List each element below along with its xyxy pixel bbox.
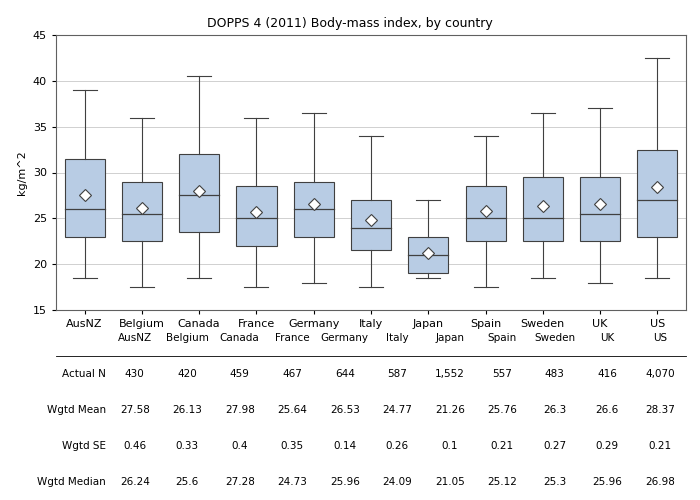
- Text: 25.6: 25.6: [176, 477, 199, 487]
- Text: France: France: [275, 333, 309, 343]
- Text: 25.12: 25.12: [487, 477, 517, 487]
- Bar: [351, 200, 391, 250]
- Text: 26.3: 26.3: [543, 405, 566, 415]
- Text: 25.3: 25.3: [543, 477, 566, 487]
- Bar: [179, 154, 219, 232]
- Bar: [523, 177, 563, 242]
- Text: 0.26: 0.26: [386, 441, 409, 451]
- Text: 27.98: 27.98: [225, 405, 255, 415]
- Text: 25.76: 25.76: [487, 405, 517, 415]
- Text: 0.33: 0.33: [176, 441, 199, 451]
- Text: 25.96: 25.96: [592, 477, 622, 487]
- Bar: [122, 182, 162, 242]
- Text: 26.24: 26.24: [120, 477, 150, 487]
- Text: 26.6: 26.6: [596, 405, 619, 415]
- Text: 0.35: 0.35: [281, 441, 304, 451]
- Text: 25.96: 25.96: [330, 477, 360, 487]
- Text: 0.29: 0.29: [596, 441, 619, 451]
- Bar: [294, 182, 334, 236]
- Bar: [408, 236, 448, 274]
- Text: 24.09: 24.09: [382, 477, 412, 487]
- Text: 644: 644: [335, 369, 355, 379]
- Text: 26.53: 26.53: [330, 405, 360, 415]
- Text: Belgium: Belgium: [166, 333, 209, 343]
- Text: Actual N: Actual N: [62, 369, 106, 379]
- Text: 27.28: 27.28: [225, 477, 255, 487]
- Text: Japan: Japan: [435, 333, 464, 343]
- Text: AusNZ: AusNZ: [118, 333, 152, 343]
- Text: 26.98: 26.98: [645, 477, 675, 487]
- Text: Canada: Canada: [220, 333, 260, 343]
- Text: 1,552: 1,552: [435, 369, 465, 379]
- Text: 0.14: 0.14: [333, 441, 356, 451]
- Text: 0.1: 0.1: [442, 441, 458, 451]
- Text: Sweden: Sweden: [534, 333, 575, 343]
- Text: DOPPS 4 (2011) Body-mass index, by country: DOPPS 4 (2011) Body-mass index, by count…: [207, 18, 493, 30]
- Bar: [237, 186, 276, 246]
- Text: 0.27: 0.27: [543, 441, 566, 451]
- Text: 587: 587: [387, 369, 407, 379]
- Text: 0.46: 0.46: [123, 441, 146, 451]
- Text: 21.05: 21.05: [435, 477, 465, 487]
- Text: 557: 557: [492, 369, 512, 379]
- Text: 24.73: 24.73: [277, 477, 307, 487]
- Text: 0.21: 0.21: [491, 441, 514, 451]
- Bar: [637, 150, 678, 236]
- Text: Wgtd SE: Wgtd SE: [62, 441, 106, 451]
- Bar: [64, 159, 105, 236]
- Text: Wgtd Mean: Wgtd Mean: [47, 405, 106, 415]
- Text: 467: 467: [282, 369, 302, 379]
- Text: 416: 416: [597, 369, 617, 379]
- Text: Wgtd Median: Wgtd Median: [37, 477, 106, 487]
- Text: 459: 459: [230, 369, 250, 379]
- Text: 430: 430: [125, 369, 145, 379]
- Text: Spain: Spain: [488, 333, 517, 343]
- Y-axis label: kg/m^2: kg/m^2: [18, 150, 27, 195]
- Text: 26.13: 26.13: [172, 405, 202, 415]
- Text: Italy: Italy: [386, 333, 409, 343]
- Text: 0.4: 0.4: [232, 441, 248, 451]
- Bar: [466, 186, 505, 242]
- Bar: [580, 177, 620, 242]
- Text: Germany: Germany: [321, 333, 369, 343]
- Text: 24.77: 24.77: [382, 405, 412, 415]
- Text: 25.64: 25.64: [277, 405, 307, 415]
- Text: 27.58: 27.58: [120, 405, 150, 415]
- Text: 483: 483: [545, 369, 565, 379]
- Text: 21.26: 21.26: [435, 405, 465, 415]
- Text: 28.37: 28.37: [645, 405, 675, 415]
- Text: UK: UK: [600, 333, 615, 343]
- Text: 4,070: 4,070: [645, 369, 675, 379]
- Text: 420: 420: [177, 369, 197, 379]
- Text: 0.21: 0.21: [648, 441, 671, 451]
- Text: US: US: [652, 333, 667, 343]
